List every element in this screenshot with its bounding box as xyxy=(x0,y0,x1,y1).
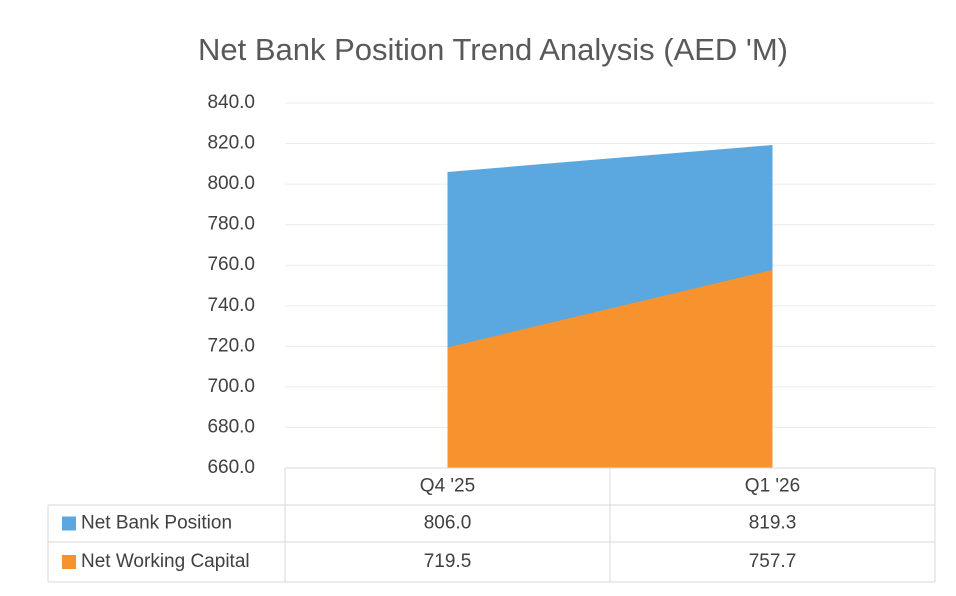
y-tick-label: 720.0 xyxy=(207,335,255,356)
y-tick-label: 800.0 xyxy=(207,173,255,194)
legend-label: Net Working Capital xyxy=(81,551,250,572)
data-label: 719.5 xyxy=(424,551,472,572)
y-tick-label: 760.0 xyxy=(207,254,255,275)
y-tick-label: 660.0 xyxy=(207,457,255,478)
legend-swatch xyxy=(62,516,76,531)
chart-title: Net Bank Position Trend Analysis (AED 'M… xyxy=(198,32,788,67)
legend-swatch xyxy=(62,555,76,569)
data-label: 819.3 xyxy=(749,513,797,534)
data-label: 806.0 xyxy=(424,513,472,534)
x-tick-label: Q1 '26 xyxy=(745,476,800,497)
y-tick-label: 700.0 xyxy=(207,376,255,397)
legend-label: Net Bank Position xyxy=(81,513,232,534)
data-label: 757.7 xyxy=(749,551,797,572)
y-tick-label: 820.0 xyxy=(207,133,255,154)
y-tick-label: 680.0 xyxy=(207,416,255,437)
y-tick-label: 780.0 xyxy=(207,214,255,235)
x-tick-label: Q4 '25 xyxy=(420,476,475,497)
y-tick-label: 740.0 xyxy=(207,295,255,316)
area xyxy=(447,269,773,468)
y-tick-label: 840.0 xyxy=(207,92,255,113)
